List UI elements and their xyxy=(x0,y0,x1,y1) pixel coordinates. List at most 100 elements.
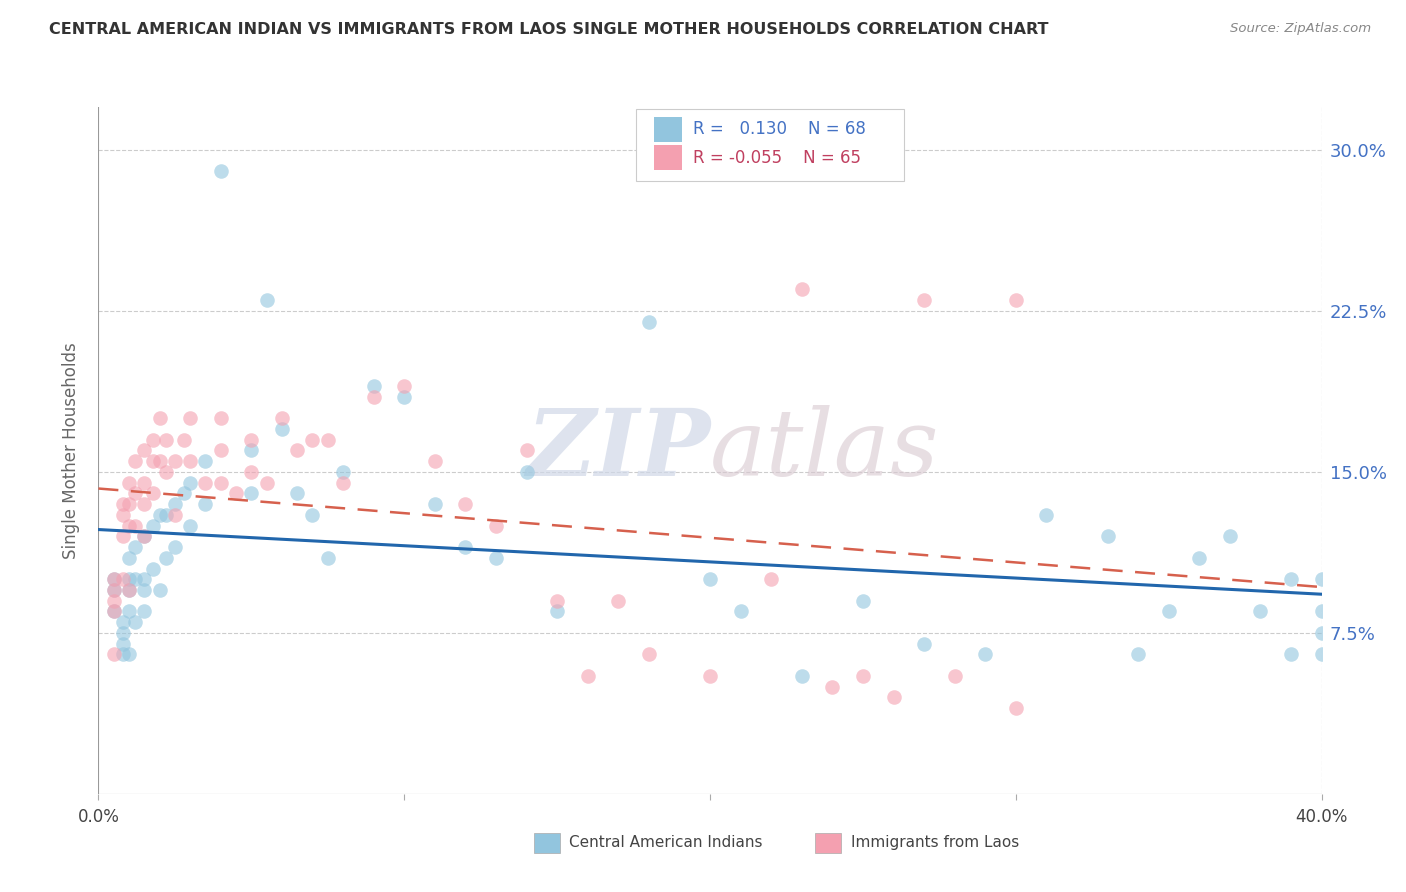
Point xyxy=(163,497,186,511)
Point xyxy=(111,648,134,662)
Point xyxy=(103,648,125,662)
Point xyxy=(124,486,146,500)
Point xyxy=(363,390,385,404)
Point xyxy=(118,572,141,586)
Point xyxy=(118,582,141,597)
Point xyxy=(134,443,156,458)
Point xyxy=(256,475,278,490)
Point xyxy=(179,518,201,533)
Point xyxy=(134,529,156,543)
Point xyxy=(316,433,339,447)
Point xyxy=(730,604,752,618)
Point xyxy=(118,497,141,511)
Point xyxy=(1249,604,1271,618)
Point xyxy=(134,475,156,490)
Point xyxy=(103,593,125,607)
Point xyxy=(179,475,201,490)
Point xyxy=(1188,550,1211,565)
Point xyxy=(118,518,141,533)
Point xyxy=(454,497,477,511)
Point xyxy=(852,593,875,607)
Point xyxy=(118,648,141,662)
Point xyxy=(392,379,416,393)
Point xyxy=(134,582,156,597)
Point xyxy=(240,443,263,458)
Point xyxy=(173,486,195,500)
Point xyxy=(155,465,177,479)
Point xyxy=(134,572,156,586)
Point xyxy=(149,454,172,468)
Point xyxy=(163,454,186,468)
Point xyxy=(194,497,217,511)
Point xyxy=(103,604,125,618)
Text: Immigrants from Laos: Immigrants from Laos xyxy=(851,836,1019,850)
Point xyxy=(134,497,156,511)
Point xyxy=(240,486,263,500)
Text: Source: ZipAtlas.com: Source: ZipAtlas.com xyxy=(1230,22,1371,36)
Point xyxy=(155,433,177,447)
Point xyxy=(256,293,278,308)
Point xyxy=(111,572,134,586)
Point xyxy=(1219,529,1241,543)
Point xyxy=(699,669,721,683)
Point xyxy=(163,508,186,522)
Point xyxy=(173,433,195,447)
Point xyxy=(392,390,416,404)
Point xyxy=(270,411,292,425)
Point xyxy=(699,572,721,586)
Point xyxy=(155,508,177,522)
Point xyxy=(516,443,538,458)
Point xyxy=(179,411,201,425)
Point xyxy=(1128,648,1150,662)
Point xyxy=(363,379,385,393)
Text: CENTRAL AMERICAN INDIAN VS IMMIGRANTS FROM LAOS SINGLE MOTHER HOUSEHOLDS CORRELA: CENTRAL AMERICAN INDIAN VS IMMIGRANTS FR… xyxy=(49,22,1049,37)
Point xyxy=(111,615,134,630)
Point xyxy=(1310,626,1333,640)
Point xyxy=(637,648,661,662)
Point xyxy=(142,433,165,447)
Text: ZIP: ZIP xyxy=(526,406,710,495)
Point xyxy=(111,529,134,543)
Point xyxy=(1004,701,1026,715)
Point xyxy=(118,550,141,565)
Point xyxy=(1097,529,1119,543)
Text: R =   0.130    N = 68: R = 0.130 N = 68 xyxy=(693,120,866,138)
Point xyxy=(485,518,508,533)
Point xyxy=(912,293,935,308)
Point xyxy=(163,540,186,554)
Point xyxy=(637,315,661,329)
Point xyxy=(149,582,172,597)
Point xyxy=(142,486,165,500)
Point xyxy=(883,690,905,705)
Text: R = -0.055    N = 65: R = -0.055 N = 65 xyxy=(693,149,860,167)
Point xyxy=(301,433,323,447)
Point xyxy=(1310,648,1333,662)
Point xyxy=(124,615,146,630)
Point xyxy=(124,572,146,586)
Point xyxy=(1310,604,1333,618)
Y-axis label: Single Mother Households: Single Mother Households xyxy=(62,343,80,558)
Point xyxy=(124,518,146,533)
Point xyxy=(1035,508,1057,522)
Point xyxy=(209,164,232,178)
Point xyxy=(142,518,165,533)
Point xyxy=(316,550,339,565)
Point xyxy=(270,422,292,436)
Point xyxy=(103,582,125,597)
Point xyxy=(332,465,354,479)
Text: atlas: atlas xyxy=(710,406,939,495)
Point xyxy=(759,572,782,586)
Point xyxy=(103,582,125,597)
Point xyxy=(821,680,844,694)
Point xyxy=(607,593,630,607)
Point xyxy=(516,465,538,479)
Point xyxy=(912,637,935,651)
Point xyxy=(149,508,172,522)
Point xyxy=(974,648,997,662)
Point xyxy=(423,454,446,468)
Point xyxy=(1157,604,1180,618)
Point xyxy=(240,465,263,479)
Point xyxy=(111,508,134,522)
Point xyxy=(118,582,141,597)
Point xyxy=(285,486,308,500)
